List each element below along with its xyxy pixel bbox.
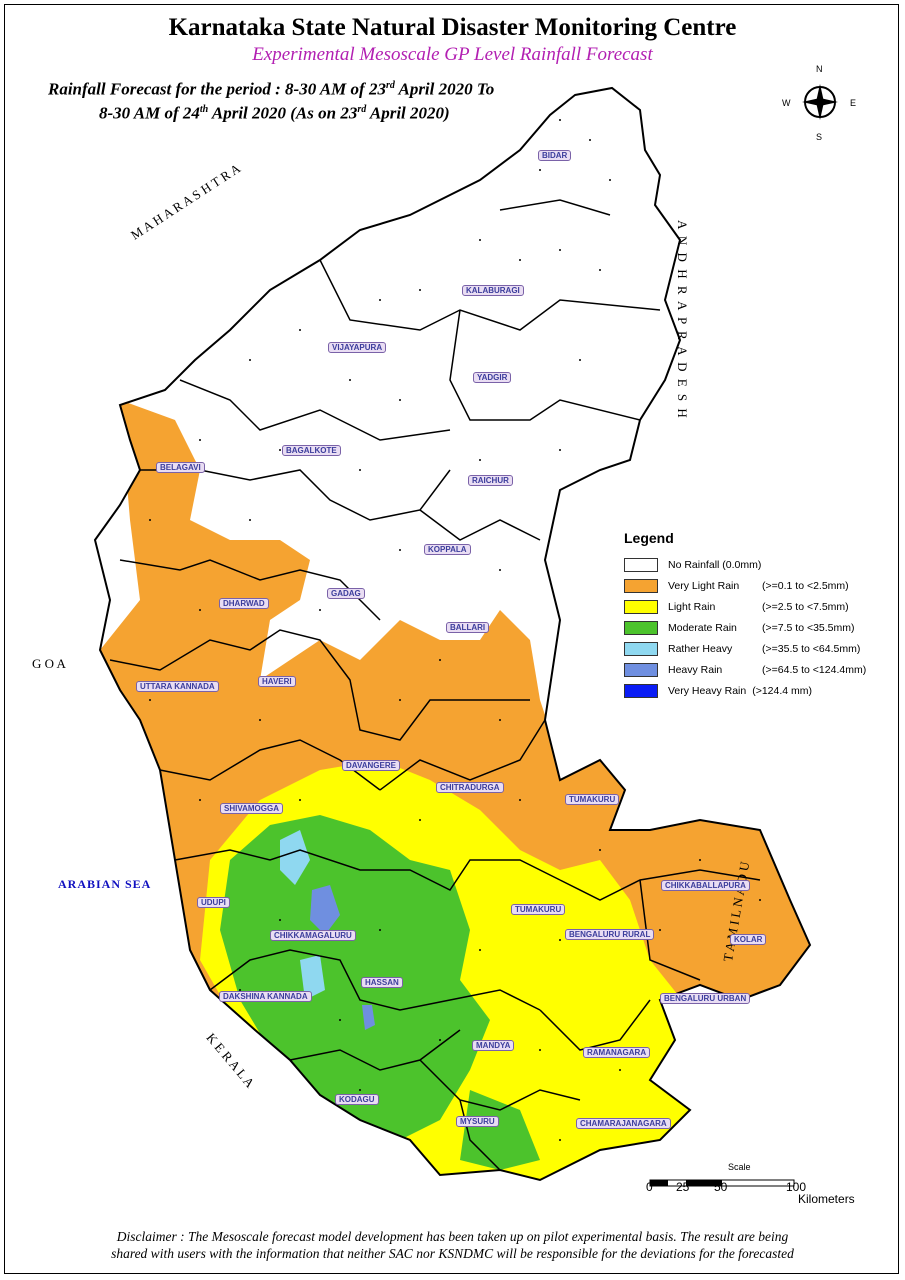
- district-label: BENGALURU URBAN: [660, 993, 751, 1004]
- legend-item: Very Heavy Rain (>124.4 mm): [624, 680, 884, 701]
- compass-s: S: [816, 132, 823, 142]
- scale-unit: Kilometers: [798, 1192, 855, 1206]
- legend-item: No Rainfall (0.0mm): [624, 554, 884, 575]
- legend-range: (>=2.5 to <7.5mm): [762, 600, 849, 613]
- legend-label: Moderate Rain: [668, 621, 737, 634]
- compass-n: N: [816, 64, 823, 74]
- legend-swatch: [624, 683, 658, 698]
- district-label: CHIKKABALLAPURA: [661, 880, 750, 891]
- legend-label: No Rainfall (0.0mm): [668, 558, 762, 571]
- legend-range: (>=64.5 to <124.4mm): [762, 663, 867, 676]
- district-label: KOLAR: [730, 934, 767, 945]
- legend-title: Legend: [624, 530, 674, 546]
- district-label: HASSAN: [361, 977, 403, 988]
- legend-label: Light Rain: [668, 600, 716, 613]
- legend-range: (>124.4 mm): [752, 684, 813, 697]
- legend-item: Heavy Rain (>=64.5 to <124.4mm): [624, 659, 884, 680]
- scale-tick: 50: [714, 1180, 728, 1194]
- period-line2-sup2: rd: [357, 103, 367, 115]
- disclaimer-line: shared with users with the information t…: [111, 1246, 794, 1261]
- scale-title: Scale: [728, 1162, 751, 1172]
- goa-label: G O A: [32, 656, 66, 671]
- district-label: DAVANGERE: [342, 760, 400, 771]
- district-label: SHIVAMOGGA: [220, 803, 283, 814]
- legend-label: Very Heavy Rain: [668, 684, 747, 697]
- period-line1-b: April 2020 To: [394, 79, 495, 99]
- district-label: MYSURU: [456, 1116, 499, 1127]
- district-label: HAVERI: [258, 676, 296, 687]
- district-label: KODAGU: [335, 1094, 379, 1105]
- legend-label: Very Light Rain: [668, 579, 740, 592]
- district-label: TUMAKURU: [565, 794, 620, 805]
- district-label: UTTARA KANNADA: [136, 681, 219, 692]
- compass-rose-icon: [802, 84, 838, 120]
- district-label: CHIKKAMAGALURU: [270, 930, 356, 941]
- district-label: BELAGAVI: [156, 462, 205, 473]
- district-label: RAICHUR: [468, 475, 513, 486]
- legend-item: Very Light Rain (>=0.1 to <2.5mm): [624, 575, 884, 596]
- compass-w: W: [782, 98, 791, 108]
- legend-item: Light Rain (>=2.5 to <7.5mm): [624, 596, 884, 617]
- district-label: BIDAR: [538, 150, 572, 161]
- district-label: BALLARI: [446, 622, 490, 633]
- map-subtitle: Experimental Mesoscale GP Level Rainfall…: [252, 44, 653, 65]
- district-label: MANDYA: [472, 1040, 515, 1051]
- scale-bar: [649, 1179, 795, 1187]
- district-label: DAKSHINA KANNADA: [219, 991, 312, 1002]
- legend-range: (>=7.5 to <35.5mm): [762, 621, 855, 634]
- district-label: RAMANAGARA: [583, 1047, 651, 1058]
- district-label: BENGALURU RURAL: [565, 929, 655, 940]
- legend-label: Heavy Rain: [668, 663, 723, 676]
- period-line2-sup: th: [199, 103, 209, 115]
- scale-tick: 100: [786, 1180, 807, 1194]
- legend-swatch: [624, 620, 658, 635]
- district-label: YADGIR: [473, 372, 512, 383]
- scale-tick: 0: [646, 1180, 653, 1194]
- legend-swatch: [624, 557, 658, 572]
- andhra-pradesh-label: A N D H R A P R A D E S H: [675, 220, 690, 420]
- forecast-period: Rainfall Forecast for the period : 8-30 …: [48, 76, 494, 123]
- legend-swatch: [624, 599, 658, 614]
- legend-label: Rather Heavy: [668, 642, 733, 655]
- legend-item: Moderate Rain (>=7.5 to <35.5mm): [624, 617, 884, 638]
- district-label: DHARWAD: [219, 598, 269, 609]
- arabian-sea-label: ARABIAN SEA: [58, 877, 152, 891]
- legend-range: (>=0.1 to <2.5mm): [762, 579, 849, 592]
- district-label: BAGALKOTE: [282, 445, 341, 456]
- legend-range: (>=35.5 to <64.5mm): [762, 642, 861, 655]
- legend-swatch: [624, 578, 658, 593]
- district-label: UDUPI: [197, 897, 230, 908]
- period-line1-sup: rd: [385, 80, 395, 91]
- legend-swatch: [624, 662, 658, 677]
- page-frame: [4, 4, 899, 1274]
- scale-tick: 25: [676, 1180, 690, 1194]
- legend: Legend No Rainfall (0.0mm) Very Light Ra…: [624, 530, 884, 701]
- compass-e: E: [850, 98, 857, 108]
- district-label: CHITRADURGA: [436, 782, 504, 793]
- district-label: VIJAYAPURA: [328, 342, 387, 353]
- disclaimer: Disclaimer : The Mesoscale forecast mode…: [20, 1228, 885, 1262]
- north-arrow: N S E W: [780, 62, 860, 142]
- district-label: KOPPALA: [424, 544, 471, 555]
- disclaimer-line: Disclaimer : The Mesoscale forecast mode…: [116, 1229, 789, 1244]
- district-label: GADAG: [327, 588, 365, 599]
- period-line2-c: April 2020): [366, 103, 450, 123]
- period-line2-b: April 2020 (As on 23: [208, 103, 358, 123]
- period-line1-a: Rainfall Forecast for the period : 8-30 …: [48, 79, 386, 99]
- period-line2-a: 8-30 AM of 24: [99, 103, 200, 123]
- district-label: CHAMARAJANAGARA: [576, 1118, 671, 1129]
- legend-swatch: [624, 641, 658, 656]
- legend-item: Rather Heavy (>=35.5 to <64.5mm): [624, 638, 884, 659]
- map-title: Karnataka State Natural Disaster Monitor…: [168, 14, 737, 41]
- district-label: KALABURAGI: [462, 285, 524, 296]
- district-label: TUMAKURU: [511, 904, 566, 915]
